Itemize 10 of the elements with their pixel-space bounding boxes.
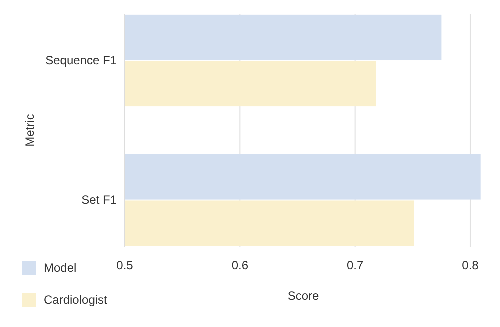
x-tick-label: 0.7 [346,258,364,273]
y-tick-label: Sequence F1 [46,54,118,68]
y-axis-title: Metric [23,114,37,147]
y-tick-label: Set F1 [82,193,118,208]
x-tick-label: 0.8 [462,258,480,273]
legend-label: Cardiologist [44,293,108,307]
x-tick-label: 0.5 [116,258,134,273]
x-axis-title: Score [288,289,320,303]
legend-label: Model [44,261,77,275]
x-tick-label: 0.6 [232,258,249,273]
